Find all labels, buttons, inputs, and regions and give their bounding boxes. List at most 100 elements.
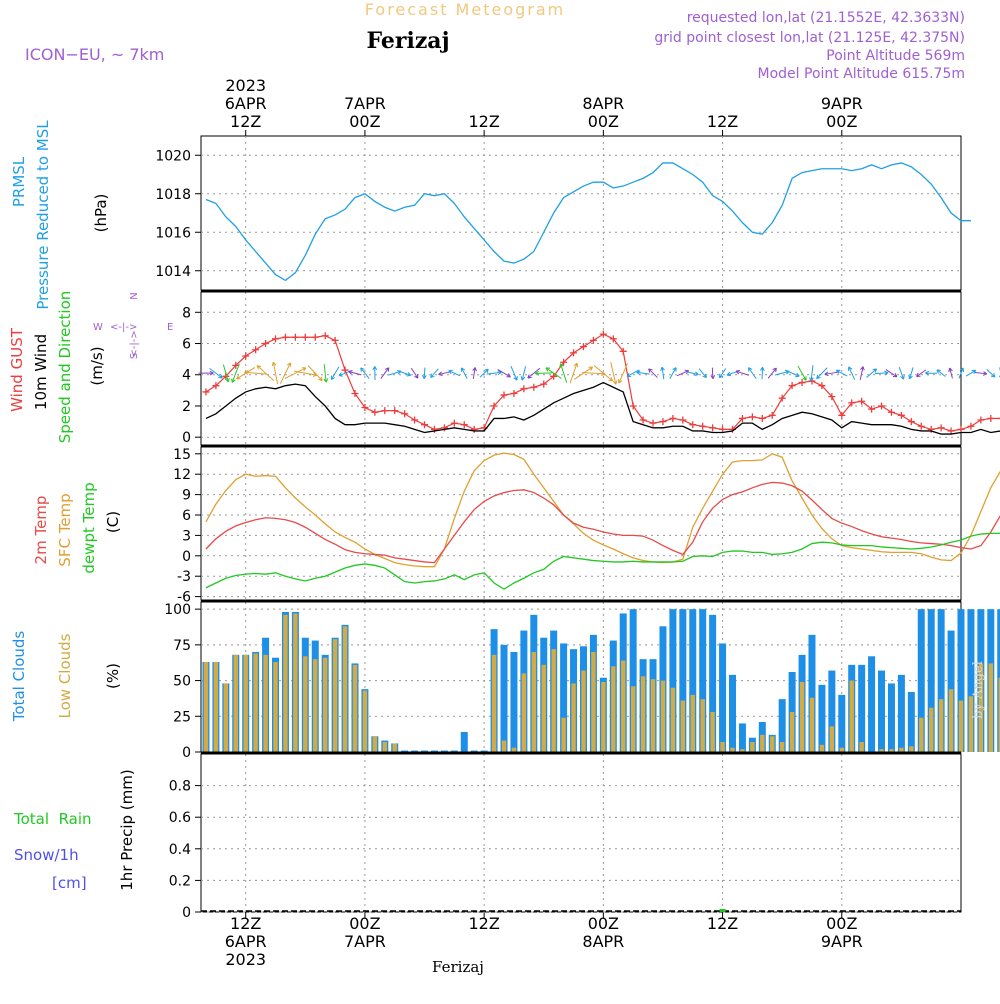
low-clouds-bar [203,662,209,752]
gust-marker [897,411,905,419]
gust-marker [659,418,667,426]
wind-direction-arrow [479,368,489,378]
wind-direction-arrow [908,367,914,380]
gust-marker [530,383,538,391]
y-tick-label: 15 [173,447,191,463]
y-tick-label: 2 [182,399,191,415]
total-clouds-bar [937,609,945,752]
total-clouds-bar [868,656,876,752]
sfc-temp-label: SFC Temp [56,493,74,566]
model-label: ICON−EU, ~ 7km [25,45,164,64]
gust-marker [957,425,965,433]
gust-marker [570,349,578,357]
gust-marker [321,332,329,340]
top-time-label: 12Z [707,112,738,131]
total-clouds-bar [897,674,905,752]
bottom-time-label: 9APR [821,932,863,951]
wind-direction-arrow [974,371,988,376]
wind-direction-arrow [410,367,419,379]
panel-frame [200,753,962,913]
y-tick-label: 12 [173,467,191,483]
total-clouds-bar [917,609,925,752]
low-clouds-bar [273,662,278,752]
gust-marker [560,358,568,366]
gust-marker [868,405,876,413]
low-clouds-bar [680,700,686,752]
low-clouds-bar [660,680,666,752]
low-clouds-bar [690,694,695,752]
y-tick-label: 1016 [155,225,191,241]
total-clouds-bar [679,609,687,752]
supertitle: Forecast Meteogram [365,0,565,19]
gust-marker [748,413,756,421]
total-clouds-bar [699,609,707,752]
gust-marker [202,388,210,396]
wind-direction-arrow [698,368,707,379]
wind-direction-arrow [497,369,511,378]
total-clouds-bar [470,750,478,752]
wind-direction-arrow [986,368,996,378]
total-clouds-bar [838,694,846,752]
wind-direction-arrow [948,367,953,379]
wind-direction-arrow [222,364,230,383]
wind-direction-arrow [735,369,750,376]
low-clouds-bar [313,659,318,752]
gust-marker [858,397,866,405]
low-clouds-bar [909,746,914,752]
gust-marker [262,340,270,348]
low-clouds-bar [859,742,864,752]
low-clouds-bar [760,734,765,752]
wind-direction-arrow [520,366,527,381]
panel-frame [200,446,962,601]
point-altitude: Point Altitude 569m [826,48,965,64]
low-clouds-bar [243,654,248,752]
y-tick-label: 0.2 [169,873,191,889]
prmsl-label: PRMSL [10,156,28,207]
top-time-label: 00Z [588,112,619,131]
gust-marker [937,424,945,432]
top-time-label: 00Z [349,112,380,131]
y-tick-label: 9 [182,488,191,504]
wind-direction-arrow [767,367,777,379]
low-clouds-bar [849,680,854,752]
wind-direction-arrow [718,368,727,379]
total-clouds-bar [401,750,409,752]
wind-direction-arrow [330,366,340,380]
wind-direction-arrow [372,366,378,380]
y-tick-label: 1018 [155,187,191,203]
low-clouds-bar [770,736,775,752]
total-clouds-bar [460,732,468,752]
wind-direction-arrow [859,366,865,380]
compass-n: N [129,292,140,299]
low-clouds-bar [889,749,894,752]
low-clouds-bar [779,742,785,752]
low-clouds-bar [561,717,566,752]
gust-marker [232,361,240,369]
clouds-unit: (%) [104,663,122,689]
wind-direction-arrow [574,366,594,380]
gust-marker [977,416,985,424]
total-clouds-bar [729,674,737,752]
wind-direction-arrow [448,369,461,377]
wind-direction-arrow [271,361,279,385]
low-clouds-bar [213,662,219,752]
gust-marker [391,407,399,415]
wind-direction-arrow [925,370,938,376]
wind-direction-arrow [398,370,412,377]
panel-frame [200,135,962,291]
wind-direction-arrow [784,369,800,378]
low-clouds-bar [521,673,527,752]
pressure-line [205,162,971,282]
wind-direction-arrow [710,367,716,380]
low-clouds-bar [630,686,636,752]
total-clouds-bar [430,750,438,752]
gust-marker [212,382,220,390]
y-tick-label: 3 [182,528,191,544]
sfc-temp-line [205,452,1000,568]
low-clouds-bar [839,747,844,752]
total-clouds-bar [858,664,866,752]
gust-marker [599,330,607,338]
gust-marker [699,422,707,430]
